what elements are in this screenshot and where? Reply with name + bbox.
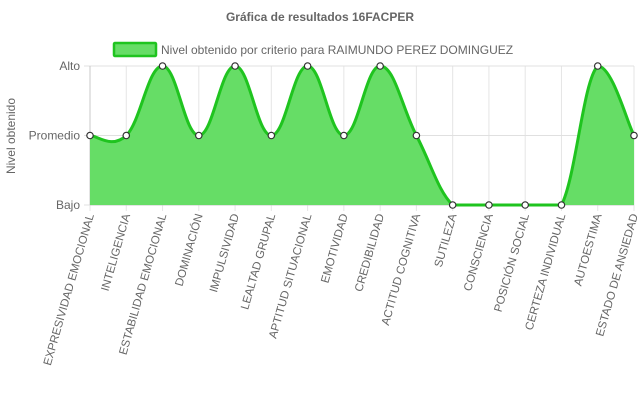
area-layer	[89, 64, 636, 207]
x-tick-label: ACTITUD COGNITIVA	[380, 212, 423, 327]
data-point[interactable]	[86, 131, 94, 140]
x-tick-label: LEALTAD GRUPAL	[239, 212, 278, 311]
legend-swatch[interactable]	[112, 41, 158, 58]
points-layer[interactable]	[86, 62, 638, 209]
x-tick-label: POSICIÓN SOCIAL	[492, 212, 533, 314]
data-point[interactable]	[267, 131, 276, 140]
x-tick-label: SUTILEZA	[433, 212, 460, 268]
legend-label[interactable]: Nivel obtenido por criterio para RAIMUND…	[161, 43, 513, 57]
data-point[interactable]	[448, 201, 457, 209]
x-tick-label: DOMINACIÓN	[173, 212, 206, 287]
data-point[interactable]	[158, 62, 167, 70]
x-tick-label: CONSCIENCIA	[462, 212, 496, 292]
y-tick-label: Promedio	[29, 129, 81, 143]
series-line	[89, 64, 636, 207]
data-point[interactable]	[122, 131, 131, 140]
y-axis: Bajo Promedio Alto	[29, 59, 81, 212]
data-point[interactable]	[412, 131, 421, 140]
x-tick-label: EXPRESIVIDAD EMOCIONAL	[42, 212, 97, 367]
x-tick-label: IMPULSIVIDAD	[208, 213, 242, 294]
data-point[interactable]	[521, 201, 530, 209]
data-point[interactable]	[195, 131, 203, 140]
series-area-fill	[90, 66, 634, 205]
legend[interactable]: Nivel obtenido por criterio para RAIMUND…	[112, 41, 513, 58]
data-point[interactable]	[557, 201, 566, 209]
x-tick-label: CERTEZA INDIVIDUAL	[524, 212, 569, 332]
data-point[interactable]	[303, 62, 312, 70]
data-point[interactable]	[340, 131, 348, 140]
chart-title: Gráfica de resultados 16FACPER	[226, 10, 414, 24]
data-point[interactable]	[376, 62, 384, 70]
data-point[interactable]	[593, 62, 602, 70]
data-point[interactable]	[485, 201, 493, 209]
x-tick-label: INTELIGENCIA	[100, 212, 134, 292]
x-tick-label: AUTOESTIMA	[573, 212, 605, 287]
y-tick-label: Bajo	[56, 198, 80, 212]
data-point[interactable]	[231, 62, 239, 70]
x-tick-label: ESTADO DE ANSIEDAD	[594, 213, 639, 338]
y-tick-label: Alto	[59, 59, 80, 73]
x-tick-label: EMOTIVIDAD	[319, 213, 350, 285]
x-axis: EXPRESIVIDAD EMOCIONAL INTELIGENCIAESTABI…	[42, 212, 639, 367]
data-point[interactable]	[630, 131, 638, 140]
x-tick-label: CREDIBILIDAD	[353, 213, 387, 294]
y-axis-label: Nivel obtenido	[4, 98, 18, 174]
x-tick-label: APTITUD SITUACIONAL	[267, 212, 314, 340]
